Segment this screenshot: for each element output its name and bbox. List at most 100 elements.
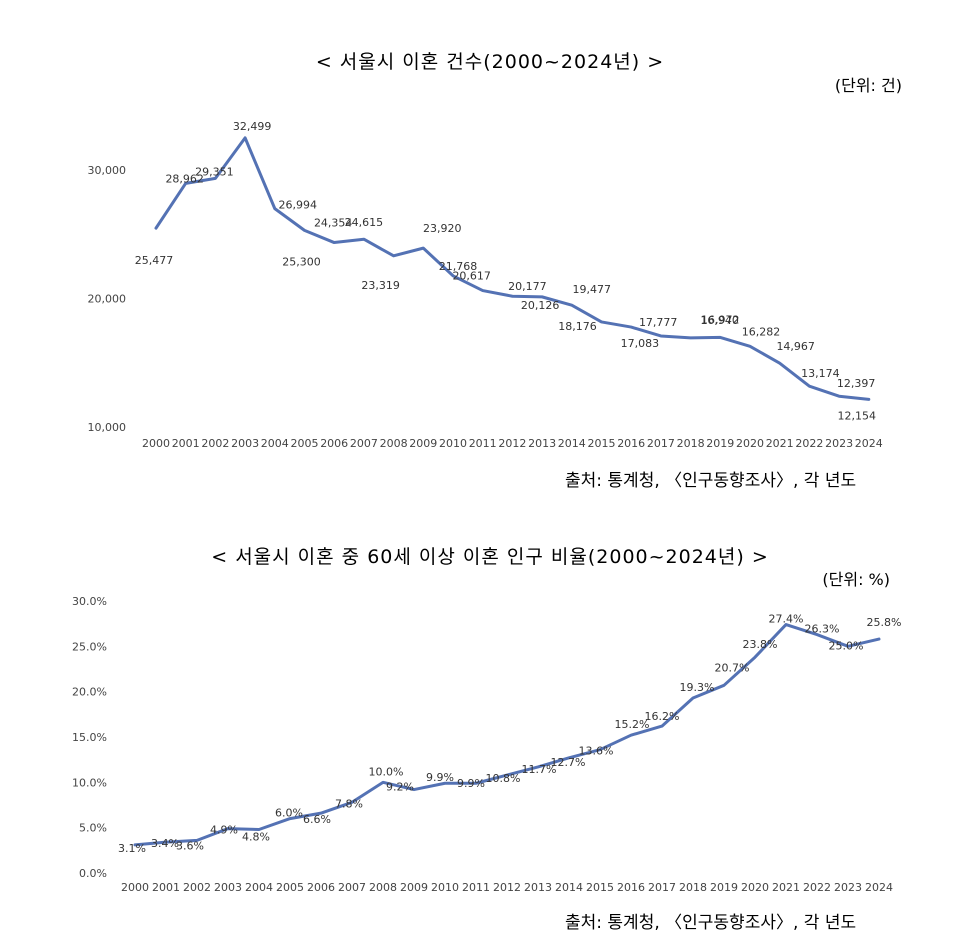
x-tick-label: 2020 — [741, 881, 769, 894]
x-tick-label: 2002 — [201, 437, 229, 450]
x-tick-label: 2013 — [524, 881, 552, 894]
data-label: 16,940 — [700, 314, 739, 327]
x-tick-label: 2005 — [276, 881, 304, 894]
x-tick-label: 2004 — [261, 437, 289, 450]
x-tick-label: 2011 — [469, 437, 497, 450]
y-tick-label: 25.0% — [72, 640, 107, 653]
x-tick-label: 2017 — [648, 881, 676, 894]
divorce-chart-source: 출처: 통계청, 〈인구동향조사〉, 각 년도 — [565, 471, 857, 491]
x-tick-label: 2003 — [231, 437, 259, 450]
data-label: 18,176 — [558, 320, 597, 333]
x-tick-label: 2001 — [172, 437, 200, 450]
x-tick-label: 2022 — [795, 437, 823, 450]
data-label: 9.9% — [426, 771, 454, 784]
x-tick-label: 2024 — [865, 881, 893, 894]
x-tick-label: 2000 — [142, 437, 170, 450]
data-label: 9.9% — [457, 777, 485, 790]
x-tick-label: 2018 — [679, 881, 707, 894]
data-label: 21,768 — [439, 260, 478, 273]
data-label: 10.8% — [486, 772, 521, 785]
data-label: 25.8% — [867, 616, 902, 629]
x-tick-label: 2011 — [462, 881, 490, 894]
x-tick-label: 2014 — [555, 881, 583, 894]
y-tick-label: 30.0% — [72, 595, 107, 608]
x-tick-label: 2013 — [528, 437, 556, 450]
x-tick-label: 2007 — [350, 437, 378, 450]
data-label: 27.4% — [769, 613, 804, 626]
data-label: 7.8% — [335, 797, 363, 810]
data-label: 9.2% — [386, 781, 414, 794]
data-label: 16.2% — [645, 710, 680, 723]
x-tick-label: 2008 — [380, 437, 408, 450]
x-tick-label: 2009 — [409, 437, 437, 450]
x-tick-label: 2014 — [558, 437, 586, 450]
data-label: 4.9% — [210, 824, 238, 837]
x-tick-label: 2019 — [706, 437, 734, 450]
data-label: 6.0% — [275, 807, 303, 820]
y-tick-label: 20.0% — [72, 686, 107, 699]
x-tick-label: 2012 — [493, 881, 521, 894]
x-tick-label: 2022 — [803, 881, 831, 894]
x-tick-label: 2020 — [736, 437, 764, 450]
y-tick-label: 5.0% — [79, 822, 107, 835]
x-tick-label: 2015 — [588, 437, 616, 450]
data-label: 28,962 — [165, 172, 204, 185]
x-tick-label: 2012 — [498, 437, 526, 450]
data-label: 20,177 — [508, 280, 547, 293]
elderly-ratio-chart-unit: (단위: %) — [822, 570, 890, 589]
x-tick-label: 2018 — [677, 437, 705, 450]
x-tick-label: 2004 — [245, 881, 273, 894]
x-tick-label: 2019 — [710, 881, 738, 894]
data-label: 26.3% — [805, 623, 840, 636]
x-tick-label: 2009 — [400, 881, 428, 894]
data-label: 24,615 — [345, 216, 384, 229]
data-label: 12,154 — [838, 409, 877, 422]
data-label: 12,397 — [837, 377, 876, 390]
data-label: 25,300 — [282, 255, 321, 268]
x-tick-label: 2006 — [307, 881, 335, 894]
x-tick-label: 2000 — [121, 881, 149, 894]
y-tick-label: 20,000 — [88, 293, 127, 306]
data-label: 24,354 — [314, 217, 353, 230]
y-tick-label: 10.0% — [72, 776, 107, 789]
y-tick-label: 30,000 — [88, 164, 127, 177]
x-tick-label: 2024 — [855, 437, 883, 450]
data-label: 25,477 — [135, 254, 174, 267]
x-tick-label: 2003 — [214, 881, 242, 894]
x-tick-label: 2007 — [338, 881, 366, 894]
divorce-chart-title: < 서울시 이혼 건수(2000~2024년) > — [315, 51, 665, 73]
x-tick-label: 2005 — [291, 437, 319, 450]
data-label: 12.7% — [551, 756, 586, 769]
data-label: 13,174 — [801, 367, 840, 380]
x-tick-label: 2016 — [617, 437, 645, 450]
x-tick-label: 2010 — [431, 881, 459, 894]
data-label: 14,967 — [776, 340, 815, 353]
x-tick-label: 2021 — [772, 881, 800, 894]
y-tick-label: 10,000 — [88, 421, 127, 434]
data-label: 23.8% — [743, 638, 778, 651]
elderly-ratio-chart-title: < 서울시 이혼 중 60세 이상 이혼 인구 비율(2000~2024년) > — [211, 546, 769, 568]
data-label: 10.0% — [369, 765, 404, 778]
data-label: 26,994 — [279, 199, 318, 212]
x-tick-label: 2002 — [183, 881, 211, 894]
data-label: 19.3% — [680, 681, 715, 694]
data-label: 25.0% — [829, 639, 864, 652]
x-tick-label: 2016 — [617, 881, 645, 894]
data-label: 29,351 — [195, 165, 234, 178]
data-label: 17,777 — [639, 316, 678, 329]
data-label: 13.6% — [579, 745, 614, 758]
data-label: 3.6% — [176, 839, 204, 852]
y-tick-label: 0.0% — [79, 867, 107, 880]
x-tick-label: 2023 — [825, 437, 853, 450]
x-tick-label: 2017 — [647, 437, 675, 450]
elderly-divorce-ratio-chart: 0.0%5.0%10.0%15.0%20.0%25.0%30.0%2000 200… — [72, 595, 902, 894]
data-label: 3.4% — [151, 837, 179, 850]
data-label: 19,477 — [573, 283, 612, 296]
x-tick-label: 2006 — [320, 437, 348, 450]
data-label: 20,617 — [452, 270, 491, 283]
data-label: 16,282 — [742, 325, 781, 338]
data-label: 4.8% — [242, 830, 270, 843]
x-tick-label: 2015 — [586, 881, 614, 894]
data-label: 20.7% — [715, 661, 750, 674]
